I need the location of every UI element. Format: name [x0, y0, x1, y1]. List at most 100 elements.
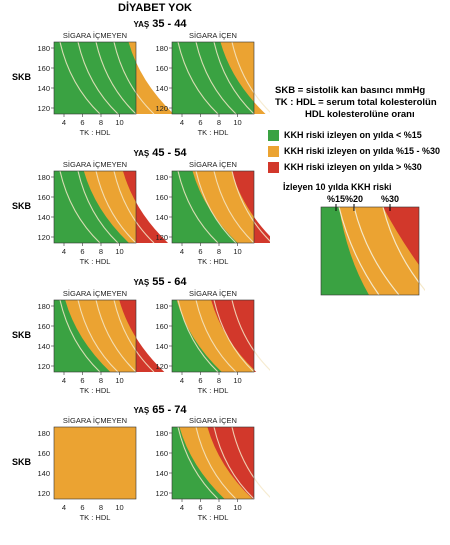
- iso-risk-line: [77, 299, 119, 373]
- iso-risk-line: [382, 206, 430, 296]
- legend-label: KKH riski izleyen on yılda > %30: [284, 162, 422, 172]
- y-tick-label: 180: [155, 429, 168, 438]
- skb-axis-label: SKB: [12, 457, 32, 467]
- iso-risk-line: [213, 41, 255, 115]
- age-header-45-54: YAŞ 45 - 54: [60, 147, 260, 159]
- age-range: 35 - 44: [152, 18, 187, 30]
- iso-risk-line: [231, 41, 273, 115]
- y-tick-label: 180: [155, 302, 168, 311]
- orange-region: [83, 171, 136, 243]
- x-tick-label: 4: [180, 376, 184, 385]
- age-group-45-54: SİGARA İÇMEYEN SİGARA İÇEN SKB 180 160 140 120…: [0, 159, 277, 289]
- panel-frame: [171, 426, 255, 500]
- x-axis-label: TK : HDL: [80, 257, 111, 266]
- y-tick-label: 120: [155, 362, 168, 371]
- y-tick-label: 140: [155, 84, 168, 93]
- red-region: [231, 171, 277, 243]
- iso-risk-line: [177, 41, 219, 115]
- risk-panel: 180 160 140 120 4 6 8 10 TK : HDL: [37, 426, 137, 522]
- y-tick-label: 180: [37, 44, 50, 53]
- orange-region: [220, 42, 266, 114]
- panel-frame: [171, 41, 255, 115]
- y-tick-label: 160: [155, 64, 168, 73]
- iso-risk-line: [338, 206, 380, 296]
- iso-risk-line: [231, 299, 273, 373]
- y-tick-label: 160: [37, 449, 50, 458]
- x-tick-label: 8: [99, 376, 103, 385]
- definition-skb: SKB = sistolik kan basıncı mmHg: [275, 85, 426, 96]
- y-tick-label: 140: [155, 469, 168, 478]
- x-tick-label: 8: [99, 247, 103, 256]
- iso-risk-line: [195, 170, 237, 244]
- iso-risk-line: [213, 170, 255, 244]
- age-header-35-44: YAŞ 35 - 44: [60, 18, 260, 30]
- iso-risk-line: [95, 41, 137, 115]
- definition-tk-hdl-cont: HDL kolesterolüne oranı: [305, 109, 415, 120]
- age-header-55-64: YAŞ 55 - 64: [60, 276, 260, 288]
- y-tick-label: 140: [37, 342, 50, 351]
- orange-region: [128, 42, 174, 114]
- y-tick-label: 180: [37, 302, 50, 311]
- nonsmoker-title: SİGARA İÇMEYEN: [63, 416, 127, 425]
- x-tick-label: 4: [62, 376, 66, 385]
- definitions: SKB = sistolik kan basıncı mmHg TK : HDL…: [275, 85, 450, 121]
- x-tick-label: 6: [198, 247, 202, 256]
- iso-risk-line: [177, 170, 219, 244]
- y-tick-label: 160: [37, 193, 50, 202]
- x-tick-label: 10: [233, 118, 241, 127]
- risk-panel: 180 160 140 120 4 6 8 10 TK : HDL: [37, 41, 174, 137]
- smoker-title: SİGARA İÇEN: [189, 31, 237, 40]
- iso-risk-line: [195, 299, 237, 373]
- iso-risk-line: [231, 426, 273, 500]
- x-tick-label: 10: [233, 376, 241, 385]
- iso-risk-line: [113, 41, 155, 115]
- panel-frame: [53, 41, 137, 115]
- smoker-title: SİGARA İÇEN: [189, 289, 237, 298]
- x-tick-label: 8: [217, 118, 221, 127]
- panel-frame: [171, 299, 255, 373]
- iso-risk-line: [95, 170, 137, 244]
- x-tick-label: 8: [217, 376, 221, 385]
- x-tick-label: 4: [62, 118, 66, 127]
- page-title: DİYABET YOK: [118, 2, 192, 14]
- y-tick-label: 120: [37, 233, 50, 242]
- y-tick-label: 120: [37, 104, 50, 113]
- red-region: [211, 300, 257, 372]
- orange-region: [54, 427, 136, 499]
- red-swatch: [268, 161, 279, 173]
- x-tick-label: 6: [80, 376, 84, 385]
- y-tick-label: 120: [155, 104, 168, 113]
- mini-label-30: %30: [381, 194, 399, 204]
- iso-risk-line: [213, 426, 255, 500]
- x-tick-label: 10: [233, 247, 241, 256]
- orange-swatch: [268, 145, 279, 157]
- x-tick-label: 6: [198, 118, 202, 127]
- x-tick-label: 10: [115, 376, 123, 385]
- skb-axis-label: SKB: [12, 72, 32, 82]
- mini-chart: %15 %20 %30: [315, 193, 430, 308]
- y-tick-label: 160: [155, 193, 168, 202]
- panel-frame: [53, 299, 137, 373]
- red-region: [122, 171, 169, 243]
- red-region: [119, 300, 165, 372]
- mini-label-15: %15: [327, 194, 345, 204]
- age-group-35-44: SİGARA İÇMEYEN SİGARA İÇEN SKB 180 160 140 120…: [0, 30, 273, 160]
- panel-frame: [171, 170, 255, 244]
- nonsmoker-title: SİGARA İÇMEYEN: [63, 31, 127, 40]
- age-range: 55 - 64: [152, 276, 187, 288]
- legend-label: KKH riski izleyen on yılda < %15: [284, 130, 422, 140]
- legend-item-red: KKH riski izleyen on yılda > %30: [268, 159, 450, 175]
- yas-label: YAŞ: [133, 406, 150, 415]
- yas-label: YAŞ: [133, 149, 150, 158]
- age-group-65-74: SİGARA İÇMEYEN SİGARA İÇEN SKB 180 160 140 120…: [0, 415, 273, 545]
- legend-item-green: KKH riski izleyen on yılda < %15: [268, 127, 450, 143]
- legend-label: KKH riski izleyen on yılda %15 - %30: [284, 146, 441, 156]
- panel-frame: [53, 170, 137, 244]
- x-axis-label: TK : HDL: [80, 386, 111, 395]
- yas-label: YAŞ: [133, 20, 150, 29]
- risk-panel: 180 160 140 120 4 6 8 10 TK : HDL: [155, 170, 277, 266]
- y-tick-label: 160: [37, 322, 50, 331]
- x-tick-label: 10: [233, 503, 241, 512]
- x-tick-label: 6: [80, 118, 84, 127]
- x-axis-label: TK : HDL: [80, 513, 111, 522]
